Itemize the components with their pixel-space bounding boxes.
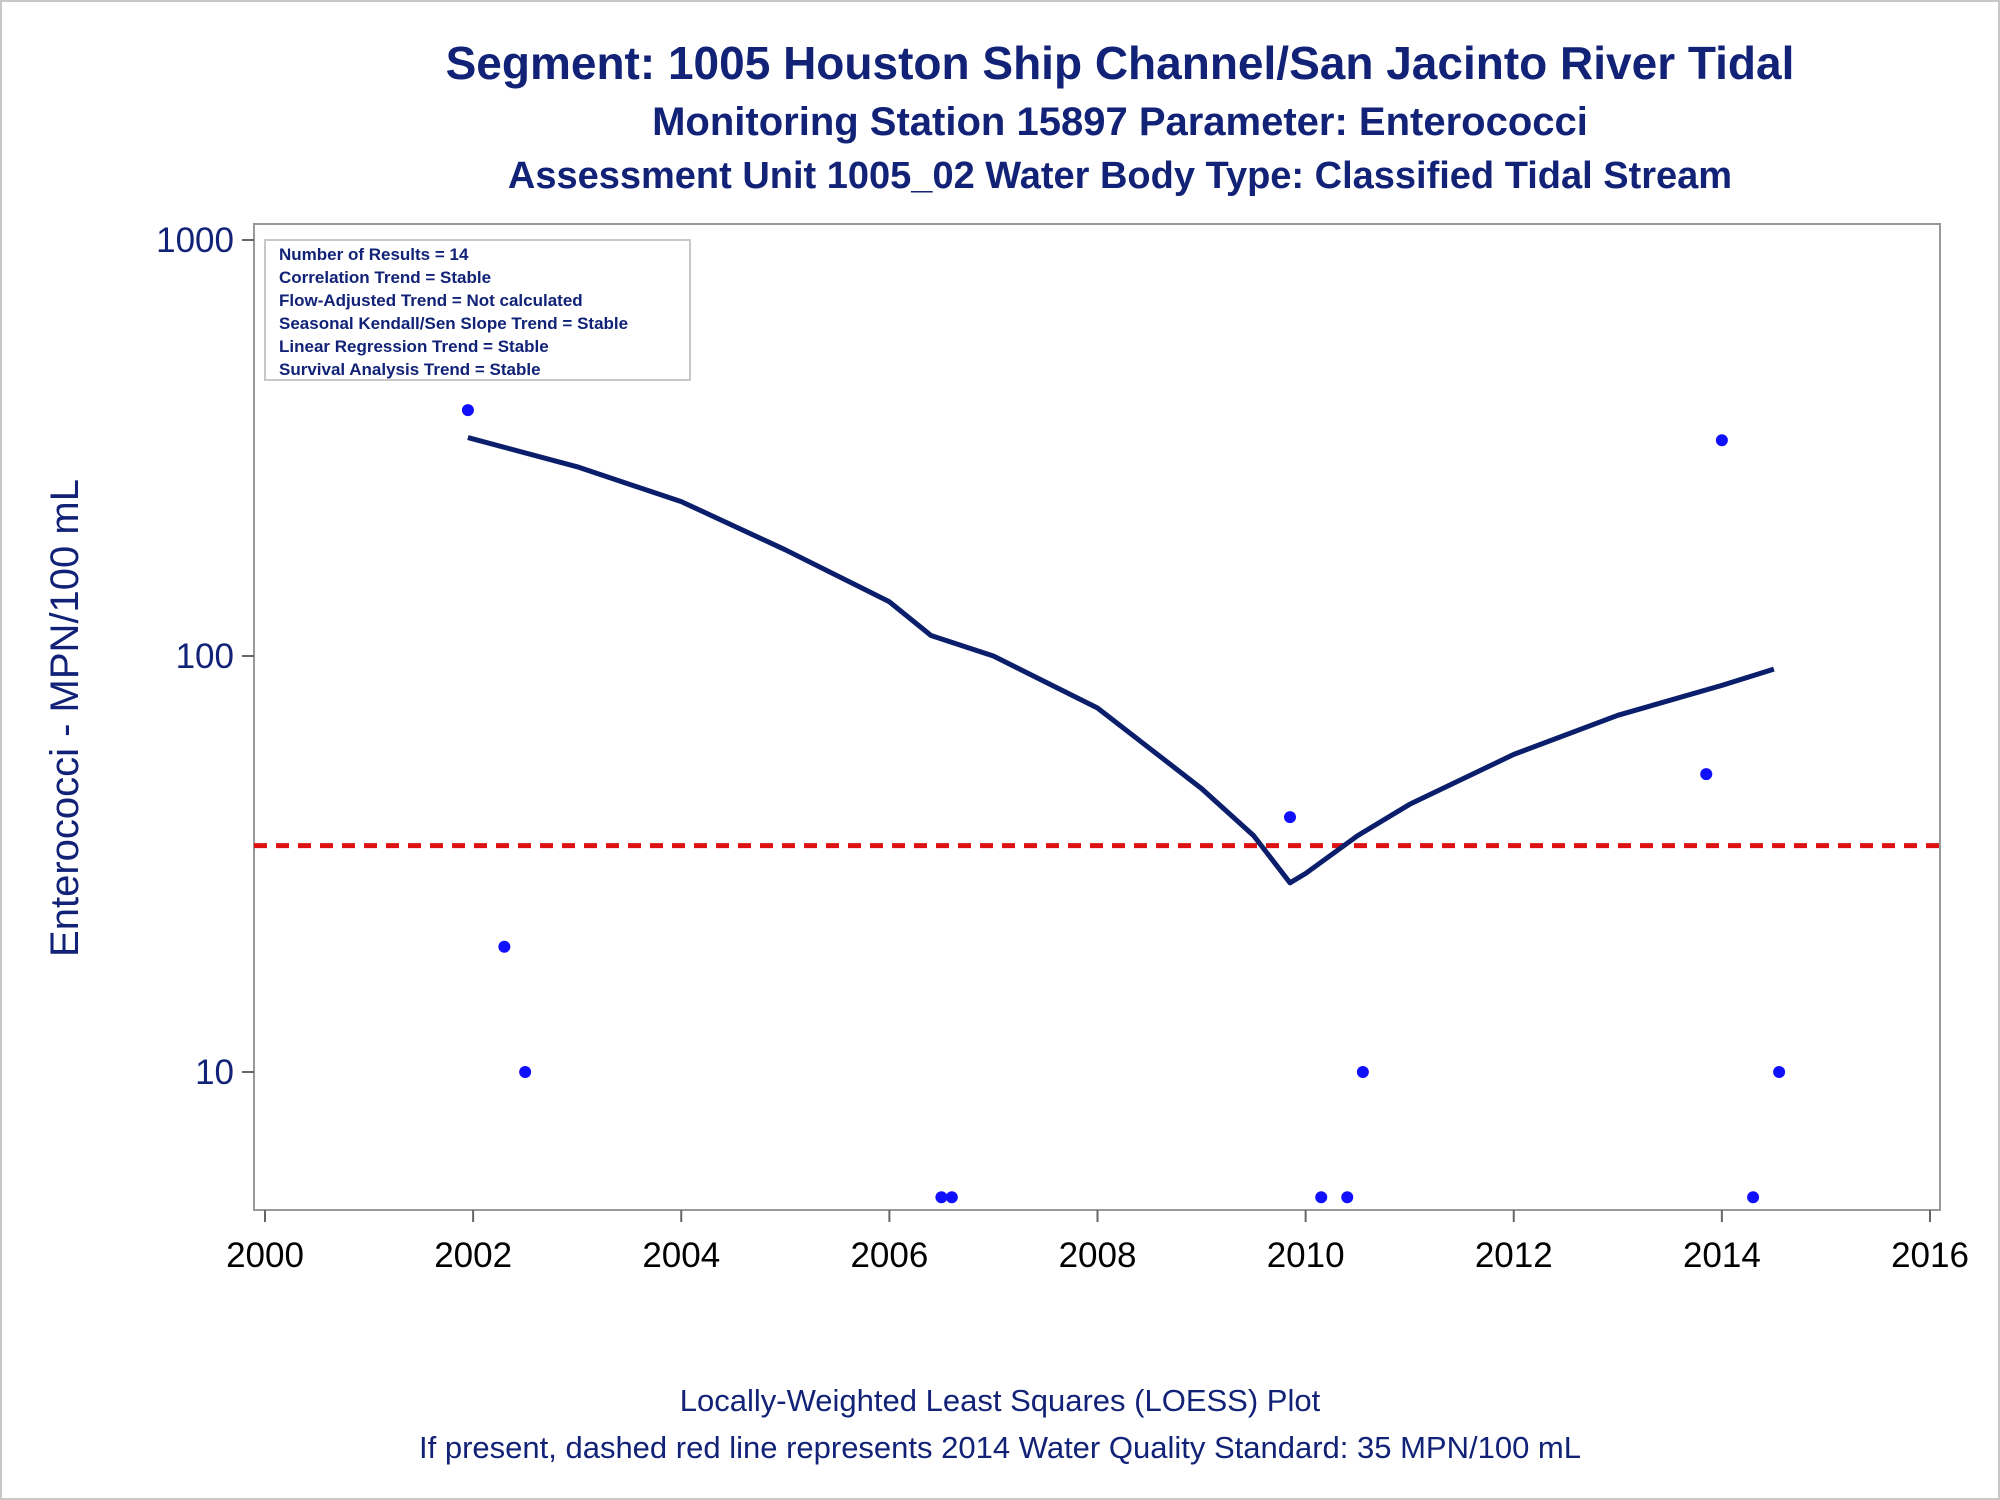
x-tick-label: 2008	[1059, 1236, 1137, 1275]
footnote-loess: Locally-Weighted Least Squares (LOESS) P…	[679, 1383, 1321, 1418]
y-tick-label: 1000	[156, 221, 234, 260]
stats-box: Number of Results = 14 Correlation Trend…	[264, 239, 691, 381]
x-tick-label: 2002	[434, 1236, 512, 1275]
y-tick-label: 100	[176, 637, 234, 676]
loess-trend-line	[467, 435, 1775, 886]
data-point	[1284, 811, 1297, 824]
data-point	[461, 404, 474, 417]
data-point	[945, 1191, 958, 1204]
data-point	[1341, 1191, 1354, 1204]
data-point	[1356, 1066, 1369, 1078]
stats-line: Seasonal Kendall/Sen Slope Trend = Stabl…	[279, 314, 628, 333]
x-tick-label: 2004	[642, 1236, 720, 1275]
y-tick-label: 10	[195, 1053, 234, 1092]
data-point	[1747, 1191, 1760, 1204]
chart-title: Segment: 1005 Houston Ship Channel/San J…	[445, 37, 1795, 89]
x-tick-label: 2000	[226, 1236, 304, 1275]
x-tick-label: 2006	[850, 1236, 928, 1275]
data-points-group	[461, 243, 1786, 1204]
data-point	[519, 1066, 532, 1078]
chart-subtitle-assessment: Assessment Unit 1005_02 Water Body Type:…	[507, 155, 1733, 197]
data-point	[1715, 434, 1728, 447]
loess-line-group	[467, 435, 1775, 886]
x-tick-label: 2016	[1891, 1236, 1969, 1275]
data-point	[1700, 768, 1713, 781]
stats-line: Number of Results = 14	[279, 245, 469, 264]
x-tick-label: 2014	[1683, 1236, 1761, 1275]
data-point	[498, 940, 511, 953]
stats-line: Flow-Adjusted Trend = Not calculated	[279, 291, 583, 310]
data-point	[935, 1191, 948, 1204]
stats-line: Correlation Trend = Stable	[279, 268, 491, 287]
chart-subtitle-station: Monitoring Station 15897 Parameter: Ente…	[652, 100, 1588, 144]
footnote-standard: If present, dashed red line represents 2…	[419, 1430, 1581, 1465]
data-point	[1315, 1191, 1328, 1204]
data-point	[1773, 1066, 1786, 1078]
stats-line: Survival Analysis Trend = Stable	[279, 360, 541, 379]
stats-line: Linear Regression Trend = Stable	[279, 337, 549, 356]
axes-group: 2000 2002 2004 2006 2008 2010 2012 2014 2016 10 10…	[156, 221, 1969, 1275]
x-tick-label: 2010	[1267, 1236, 1345, 1275]
x-tick-label: 2012	[1475, 1236, 1553, 1275]
stats-box-border	[264, 239, 691, 381]
y-axis-label: Enterococci - MPN/100 mL	[43, 479, 87, 957]
